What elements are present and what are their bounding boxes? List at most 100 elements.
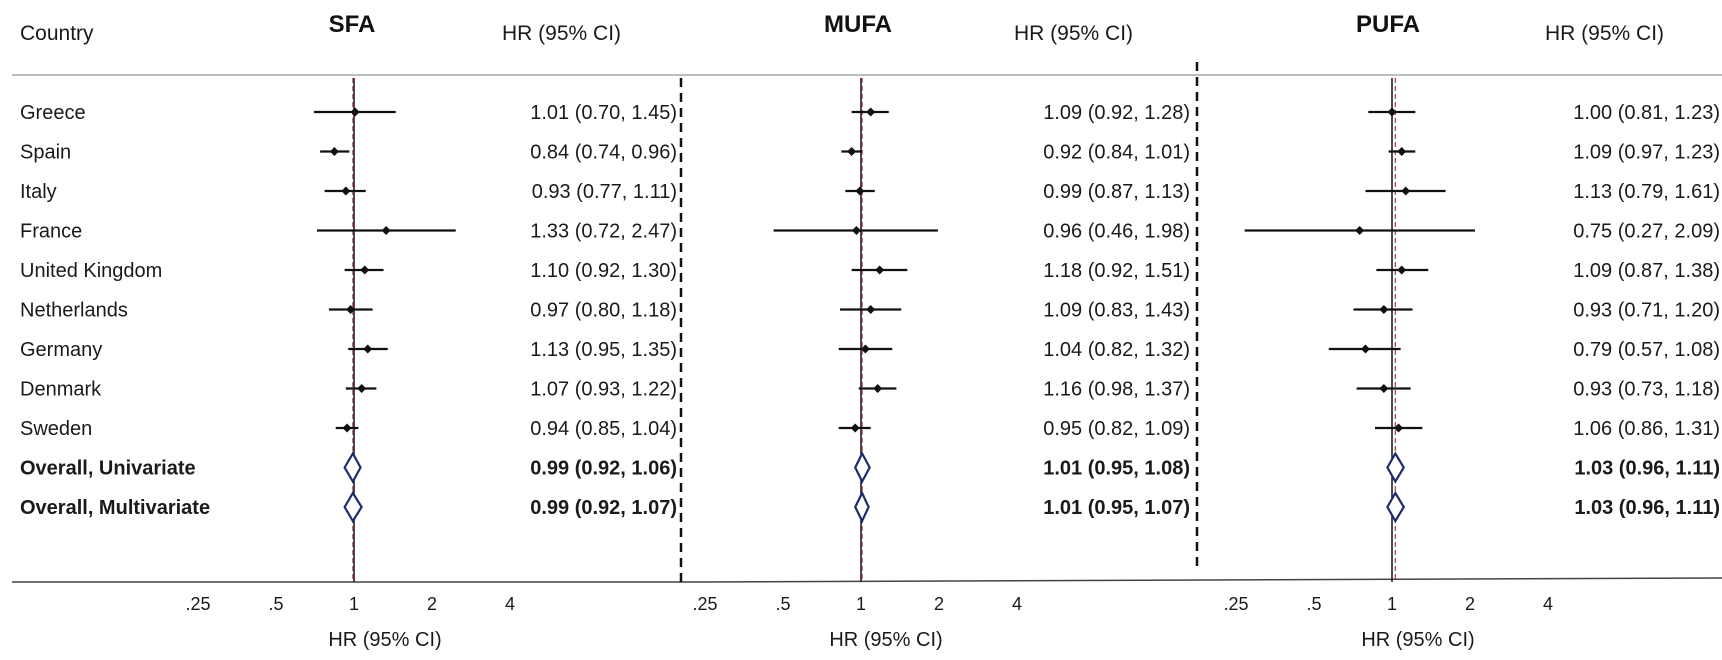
overall-diamond-sfa-overall-multivariate (343, 490, 363, 524)
point-estimate-sfa-denmark (357, 384, 367, 393)
x-tick-label-mufa-0: .25 (692, 594, 717, 614)
overall-diamond-mufa-overall-univariate (854, 451, 871, 484)
hr-value-sfa-netherlands: 0.97 (0.80, 1.18) (530, 300, 677, 322)
x-tick-label-sfa-4: 4 (505, 594, 515, 614)
point-estimate-mufa-united-kingdom (875, 265, 885, 275)
hr-value-mufa-italy: 0.99 (0.87, 1.13) (1043, 181, 1190, 203)
hr-value-mufa-germany: 1.04 (0.82, 1.32) (1043, 339, 1190, 361)
hr-value-mufa-spain: 0.92 (0.84, 1.01) (1043, 142, 1190, 164)
hr-value-mufa-greece: 1.09 (0.92, 1.28) (1043, 102, 1190, 124)
overall-diamond-sfa-overall-univariate (343, 451, 362, 484)
hr-header-sfa: HR (95% CI) (502, 22, 621, 45)
point-estimate-pufa-netherlands (1379, 305, 1389, 314)
point-estimate-pufa-united-kingdom (1397, 265, 1407, 275)
hr-value-sfa-germany: 1.13 (0.95, 1.35) (530, 339, 677, 361)
x-tick-label-pufa-3: 2 (1465, 594, 1475, 614)
row-label-overall-univariate: Overall, Univariate (20, 458, 196, 480)
x-tick-label-sfa-3: 2 (427, 594, 437, 614)
point-estimate-pufa-denmark (1379, 384, 1389, 393)
row-label-denmark: Denmark (20, 379, 102, 401)
x-axes: .25.5 1 2 4HR (95% CI).25.5 1 2 4HR (95% CI).2… (185, 594, 1553, 651)
x-tick-label-pufa-2: 1 (1387, 594, 1397, 614)
hr-value-sfa-overall-univariate: 0.99 (0.92, 1.06) (530, 458, 677, 480)
point-estimate-pufa-sweden (1394, 423, 1404, 433)
point-estimate-sfa-france (381, 226, 391, 235)
hr-value-mufa-france: 0.96 (0.46, 1.98) (1043, 221, 1190, 243)
panel-mufa: 1.09 (0.92, 1.28) 0.92 (0.84, 1.01) 0.99 (… (773, 78, 1190, 582)
row-label-spain: Spain (20, 142, 71, 164)
axis-baseline-right (699, 577, 1722, 583)
x-tick-label-sfa-2: 1 (349, 594, 359, 614)
chart-marks: 1.01 (0.70, 1.45) 0.84 (0.74, 0.96) 0.93 (… (313, 78, 1720, 582)
x-axis-title-pufa: HR (95% CI) (1361, 629, 1474, 651)
row-label-sweden: Sweden (20, 418, 92, 440)
x-tick-label-mufa-3: 2 (934, 594, 944, 614)
panel-title-mufa: MUFA (824, 11, 892, 38)
point-estimate-pufa-spain (1397, 147, 1407, 156)
panel-title-sfa: SFA (329, 11, 376, 38)
hr-value-pufa-france: 0.75 (0.27, 2.09) (1573, 221, 1720, 243)
hr-value-sfa-sweden: 0.94 (0.85, 1.04) (530, 418, 677, 440)
x-tick-label-pufa-4: 4 (1543, 594, 1553, 614)
row-label-netherlands: Netherlands (20, 300, 128, 322)
row-labels: Greece Spain Italy France United Kingdom Neth… (20, 102, 210, 519)
hr-value-pufa-italy: 1.13 (0.79, 1.61) (1573, 181, 1720, 203)
point-estimate-pufa-germany (1360, 344, 1370, 354)
hr-value-pufa-spain: 1.09 (0.97, 1.23) (1573, 142, 1720, 164)
hr-value-pufa-united-kingdom: 1.09 (0.87, 1.38) (1573, 260, 1720, 282)
hr-value-mufa-united-kingdom: 1.18 (0.92, 1.51) (1043, 260, 1190, 282)
row-label-germany: Germany (20, 339, 102, 361)
hr-value-pufa-netherlands: 0.93 (0.71, 1.20) (1573, 300, 1720, 322)
hr-value-sfa-united-kingdom: 1.10 (0.92, 1.30) (530, 260, 677, 282)
point-estimate-mufa-sweden (850, 423, 860, 433)
overall-diamond-mufa-overall-multivariate (854, 490, 870, 524)
hr-value-mufa-sweden: 0.95 (0.82, 1.09) (1043, 418, 1190, 440)
hr-value-pufa-overall-univariate: 1.03 (0.96, 1.11) (1574, 458, 1720, 480)
x-axis-title-sfa: HR (95% CI) (328, 629, 441, 651)
point-estimate-sfa-sweden (342, 423, 352, 433)
panel-pufa: 1.00 (0.81, 1.23) 1.09 (0.97, 1.23) 1.13 (… (1244, 78, 1720, 582)
hr-value-sfa-greece: 1.01 (0.70, 1.45) (530, 102, 677, 124)
row-label-greece: Greece (20, 102, 86, 124)
x-tick-label-sfa-0: .25 (185, 594, 210, 614)
point-estimate-sfa-spain (329, 147, 339, 156)
point-estimate-mufa-germany (860, 344, 870, 354)
hr-value-sfa-spain: 0.84 (0.74, 0.96) (530, 142, 677, 164)
x-tick-label-mufa-2: 1 (856, 594, 866, 614)
point-estimate-mufa-netherlands (866, 305, 876, 314)
hr-value-mufa-overall-univariate: 1.01 (0.95, 1.08) (1043, 458, 1190, 480)
hr-value-mufa-overall-multivariate: 1.01 (0.95, 1.07) (1043, 497, 1190, 519)
hr-value-mufa-denmark: 1.16 (0.98, 1.37) (1043, 379, 1190, 401)
x-tick-label-pufa-1: .5 (1306, 594, 1321, 614)
row-label-france: France (20, 221, 82, 243)
overall-diamond-pufa-overall-univariate (1386, 451, 1406, 484)
x-tick-label-pufa-0: .25 (1223, 594, 1248, 614)
row-label-united-kingdom: United Kingdom (20, 260, 162, 282)
hr-value-pufa-denmark: 0.93 (0.73, 1.18) (1573, 379, 1720, 401)
point-estimate-pufa-france (1355, 226, 1365, 235)
point-estimate-pufa-greece (1387, 107, 1397, 117)
hr-value-sfa-italy: 0.93 (0.77, 1.11) (532, 181, 677, 203)
point-estimate-sfa-italy (341, 186, 351, 196)
point-estimate-mufa-greece (866, 107, 876, 117)
hr-value-pufa-overall-multivariate: 1.03 (0.96, 1.11) (1574, 497, 1720, 519)
hr-value-pufa-greece: 1.00 (0.81, 1.23) (1573, 102, 1720, 124)
row-label-italy: Italy (20, 181, 57, 203)
point-estimate-mufa-denmark (873, 384, 883, 393)
hr-header-mufa: HR (95% CI) (1014, 22, 1133, 45)
hr-header-pufa: HR (95% CI) (1545, 22, 1664, 45)
point-estimate-mufa-france (851, 226, 861, 235)
row-label-overall-multivariate: Overall, Multivariate (20, 497, 210, 519)
point-estimate-sfa-greece (350, 107, 360, 117)
x-axis-title-mufa: HR (95% CI) (829, 629, 942, 651)
hr-value-sfa-denmark: 1.07 (0.93, 1.22) (530, 379, 677, 401)
hr-value-sfa-france: 1.33 (0.72, 2.47) (530, 221, 677, 243)
point-estimate-mufa-spain (847, 147, 857, 156)
x-tick-label-sfa-1: .5 (268, 594, 283, 614)
x-tick-label-mufa-1: .5 (775, 594, 790, 614)
x-axis-pufa: .25 .5 1 2 4 HR (95% CI) (1223, 594, 1553, 651)
point-estimate-sfa-netherlands (346, 305, 356, 314)
point-estimate-pufa-italy (1401, 186, 1411, 196)
hr-value-mufa-netherlands: 1.09 (0.83, 1.43) (1043, 300, 1190, 322)
